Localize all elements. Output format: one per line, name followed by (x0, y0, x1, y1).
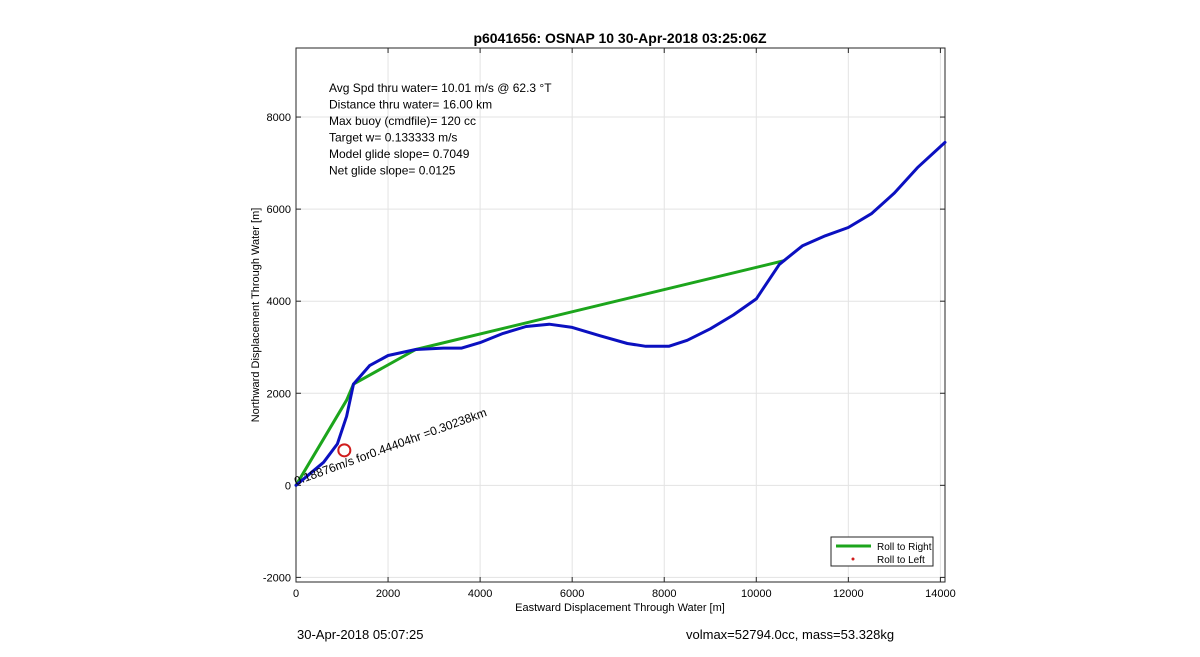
y-axis-label: Northward Displacement Through Water [m] (250, 208, 262, 423)
y-tick-label: -2000 (263, 572, 291, 584)
legend-label: Roll to Left (877, 555, 925, 566)
legend-box (830, 536, 934, 567)
x-tick-label: 2000 (376, 588, 400, 600)
y-tick-label: 6000 (267, 204, 291, 216)
legend-swatch-dot (851, 557, 855, 561)
footer-vol-mass: volmax=52794.0cc, mass=53.328kg (686, 627, 895, 642)
footer-timestamp: 30-Apr-2018 05:07:25 (297, 627, 424, 642)
annotation-line: Distance thru water= 16.00 km (329, 98, 492, 112)
y-tick-label: 4000 (267, 296, 291, 308)
blue-track-line (294, 140, 947, 487)
x-tick-label: 8000 (652, 588, 676, 600)
plot-border (295, 47, 946, 583)
x-tick-label: 10000 (741, 588, 772, 600)
x-tick-label: 0 (293, 588, 299, 600)
annotation-line: Model glide slope= 0.7049 (329, 147, 470, 161)
annotation-line: Net glide slope= 0.0125 (329, 164, 456, 178)
y-tick-label: 8000 (267, 112, 291, 124)
annotation-line: Target w= 0.133333 m/s (329, 131, 457, 145)
annotation-line: Max buoy (cmdfile)= 120 cc (329, 114, 476, 128)
y-tick-label: 2000 (267, 388, 291, 400)
annotation-line: Avg Spd thru water= 10.01 m/s @ 62.3 °T (329, 81, 552, 95)
chart-title: p6041656: OSNAP 10 30-Apr-2018 03:25:06Z (473, 30, 767, 46)
marker-circle (337, 443, 352, 458)
grid (295, 48, 945, 582)
x-axis-label: Eastward Displacement Through Water [m] (515, 602, 725, 614)
legend: Roll to Right Roll to Left (830, 536, 934, 567)
series-layer (294, 140, 947, 487)
legend-label: Roll to Right (877, 542, 932, 553)
y-tick-label: 0 (285, 480, 291, 492)
x-tick-label: 14000 (925, 588, 956, 600)
x-tick-label: 4000 (468, 588, 492, 600)
x-tick-label: 6000 (560, 588, 584, 600)
plot-area (296, 48, 945, 582)
axes: 0 2000 4000 6000 8000 10000 12000 14000-2000020… (263, 47, 956, 600)
x-tick-label: 12000 (833, 588, 864, 600)
